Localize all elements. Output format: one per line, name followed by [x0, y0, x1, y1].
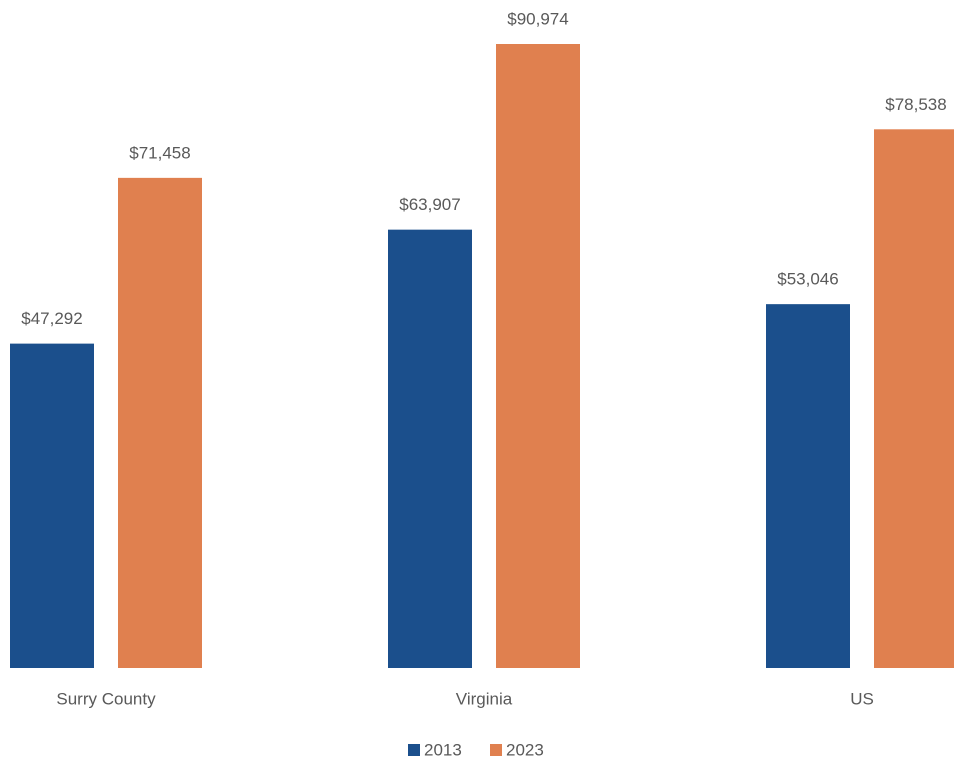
- data-label: $53,046: [777, 270, 838, 289]
- bar: [874, 129, 954, 668]
- legend-label: 2013: [424, 740, 462, 759]
- x-tick-label: US: [850, 689, 874, 708]
- x-tick-label: Surry County: [56, 689, 156, 708]
- bar: [766, 304, 850, 668]
- data-label: $78,538: [885, 95, 946, 114]
- bar: [388, 229, 472, 668]
- legend-swatch: [408, 744, 420, 756]
- bar: [118, 177, 202, 668]
- bar: [496, 44, 580, 668]
- x-tick-label: Virginia: [456, 689, 513, 708]
- bar: [10, 343, 94, 668]
- legend-label: 2023: [506, 740, 544, 759]
- data-label: $71,458: [129, 143, 190, 162]
- data-label: $90,974: [507, 9, 568, 28]
- data-label: $47,292: [21, 309, 82, 328]
- data-label: $63,907: [399, 195, 460, 214]
- legend-swatch: [490, 744, 502, 756]
